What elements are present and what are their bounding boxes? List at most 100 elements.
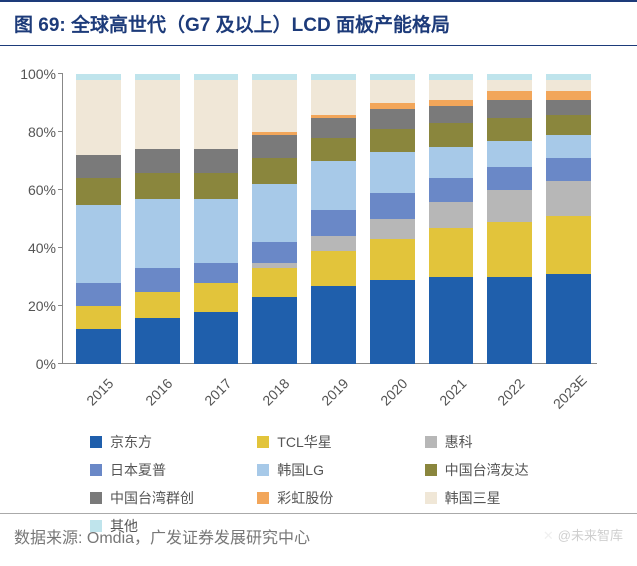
bar-segment: [370, 129, 415, 152]
legend-swatch: [257, 464, 269, 476]
bar-segment: [194, 173, 239, 199]
bar-column: [546, 74, 591, 364]
bar-segment: [311, 286, 356, 364]
legend-swatch: [90, 436, 102, 448]
legend-swatch: [90, 492, 102, 504]
y-tick-mark: [58, 131, 63, 132]
watermark: ✕ @未来智库: [543, 525, 623, 544]
y-tick-mark: [58, 305, 63, 306]
watermark-text: @未来智库: [558, 528, 623, 543]
bar-segment: [194, 312, 239, 364]
bar-segment: [546, 216, 591, 274]
bar-segment: [76, 283, 121, 306]
bar-segment: [252, 297, 297, 364]
y-tick-label: 60%: [28, 182, 56, 198]
x-tick-label: 2019: [313, 370, 356, 413]
x-tick-label: 2017: [196, 370, 239, 413]
bar-segment: [370, 280, 415, 364]
legend-item: 彩虹股份: [257, 488, 424, 508]
bar-stack-container: [70, 74, 597, 364]
bar-segment: [370, 80, 415, 103]
bar-segment: [135, 149, 180, 172]
figure-number: 图 69:: [14, 15, 66, 36]
legend-label: 韩国三星: [445, 488, 501, 508]
bar-segment: [135, 268, 180, 291]
bar-segment: [546, 181, 591, 216]
y-tick-mark: [58, 247, 63, 248]
bar-segment: [546, 100, 591, 115]
bar-segment: [487, 167, 532, 190]
bar-segment: [194, 199, 239, 263]
bar-segment: [487, 222, 532, 277]
bar-segment: [76, 155, 121, 178]
bar-segment: [252, 184, 297, 242]
x-tick-label: 2016: [137, 370, 180, 413]
legend-swatch: [425, 492, 437, 504]
bar-segment: [252, 242, 297, 262]
bar-column: [76, 74, 121, 364]
bar-column: [370, 74, 415, 364]
y-tick-mark: [58, 363, 63, 364]
legend-swatch: [425, 464, 437, 476]
bar-segment: [429, 228, 474, 277]
bar-segment: [429, 202, 474, 228]
bar-segment: [487, 91, 532, 100]
y-tick-label: 100%: [20, 66, 56, 82]
x-tick-label: 2015: [78, 370, 121, 413]
legend-label: 中国台湾友达: [445, 460, 529, 480]
legend-label: 日本夏普: [110, 460, 166, 480]
legend-item: TCL华星: [257, 432, 424, 452]
source-text: Omdia，广发证券发展研究中心: [87, 530, 310, 547]
bar-segment: [135, 199, 180, 269]
legend-label: 中国台湾群创: [110, 488, 194, 508]
source-bar: 数据来源: Omdia，广发证券发展研究中心: [0, 513, 637, 548]
legend-label: TCL华星: [277, 432, 331, 452]
y-axis: [62, 74, 63, 364]
bar-segment: [194, 263, 239, 283]
bar-segment: [370, 219, 415, 239]
chart-area: 0%20%40%60%80%100% 201520162017201820192…: [70, 74, 597, 364]
source-label: 数据来源:: [14, 530, 87, 547]
legend-label: 韩国LG: [277, 460, 324, 480]
x-tick-label: 2022: [490, 370, 533, 413]
bar-segment: [252, 80, 297, 132]
bar-segment: [135, 80, 180, 150]
bar-segment: [76, 306, 121, 329]
bar-segment: [546, 91, 591, 100]
bar-segment: [429, 80, 474, 100]
bar-segment: [546, 115, 591, 135]
bar-segment: [311, 236, 356, 251]
x-tick-label: 2020: [372, 370, 415, 413]
x-tick-label: 2018: [255, 370, 298, 413]
watermark-icon: ✕: [543, 528, 554, 543]
bar-segment: [311, 161, 356, 210]
y-tick-label: 0%: [36, 356, 56, 372]
legend-label: 京东方: [110, 432, 152, 452]
bar-segment: [429, 147, 474, 179]
x-labels: 201520162017201820192020202120222023E: [70, 374, 597, 390]
bar-segment: [370, 152, 415, 193]
bar-column: [135, 74, 180, 364]
bar-segment: [252, 158, 297, 184]
bar-segment: [194, 283, 239, 312]
bar-segment: [370, 239, 415, 280]
bar-segment: [311, 210, 356, 236]
bar-segment: [487, 80, 532, 92]
legend-item: 中国台湾友达: [425, 460, 592, 480]
bar-segment: [311, 80, 356, 115]
bar-segment: [311, 138, 356, 161]
bar-segment: [252, 268, 297, 297]
legend-item: 惠科: [425, 432, 592, 452]
bar-segment: [370, 193, 415, 219]
bar-segment: [135, 292, 180, 318]
y-tick-mark: [58, 73, 63, 74]
legend-item: 中国台湾群创: [90, 488, 257, 508]
legend-swatch: [257, 436, 269, 448]
bar-segment: [370, 109, 415, 129]
bar-segment: [546, 135, 591, 158]
y-tick-label: 20%: [28, 298, 56, 314]
bar-segment: [487, 118, 532, 141]
bar-segment: [546, 274, 591, 364]
bar-segment: [194, 149, 239, 172]
bar-segment: [487, 190, 532, 222]
